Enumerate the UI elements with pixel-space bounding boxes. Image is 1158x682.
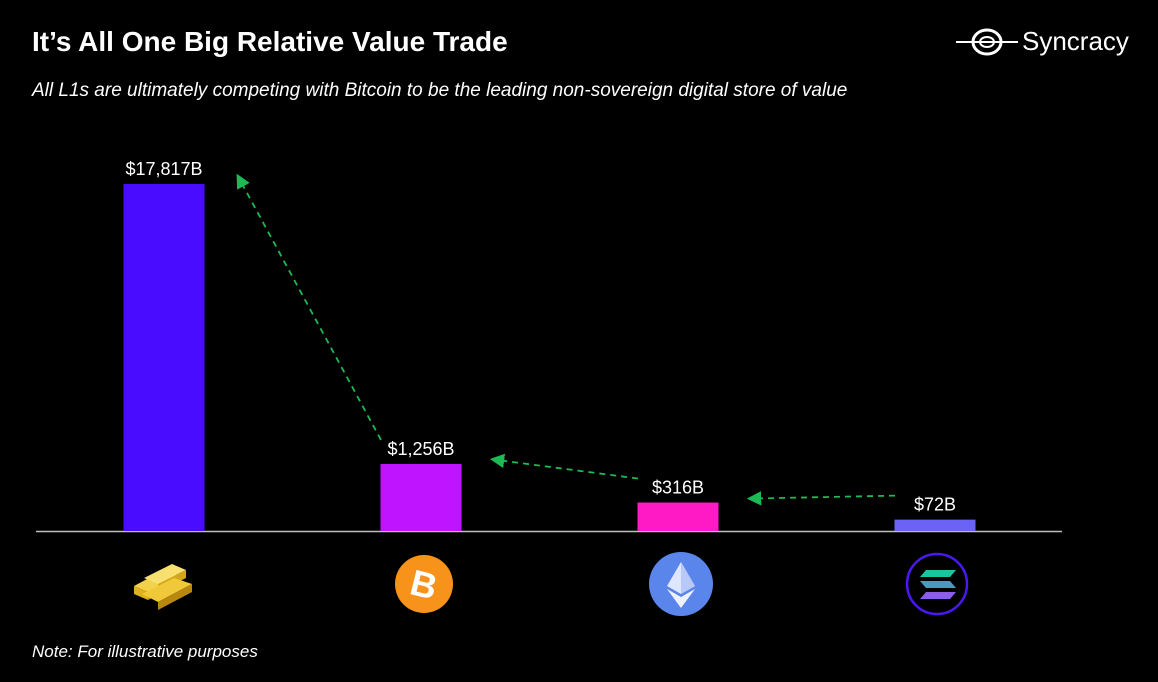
arrow-bitcoin-to-gold <box>236 173 382 441</box>
footnote: Note: For illustrative purposes <box>32 642 258 661</box>
bitcoin-icon: B <box>395 555 453 613</box>
bar-solana <box>894 519 976 531</box>
data-label: $17,817B <box>125 159 202 179</box>
bar-ethereum <box>637 502 719 531</box>
data-label: $316B <box>652 478 704 498</box>
bar-gold <box>123 184 205 531</box>
arrow-solana-to-ethereum <box>746 491 896 506</box>
gold-bars-icon <box>134 564 192 610</box>
data-label: $1,256B <box>387 439 454 459</box>
syncracy-logo: Syncracy <box>956 26 1129 57</box>
logo-text: Syncracy <box>1022 26 1129 56</box>
data-label: $72B <box>914 495 956 515</box>
syncracy-logo-icon <box>956 28 1018 55</box>
ethereum-icon <box>649 552 713 616</box>
arrow-ethereum-to-bitcoin <box>489 453 639 480</box>
solana-icon <box>905 552 969 616</box>
bar-bitcoin <box>380 463 462 531</box>
page-subtitle: All L1s are ultimately competing with Bi… <box>32 80 848 101</box>
page-title: It’s All One Big Relative Value Trade <box>32 26 508 57</box>
